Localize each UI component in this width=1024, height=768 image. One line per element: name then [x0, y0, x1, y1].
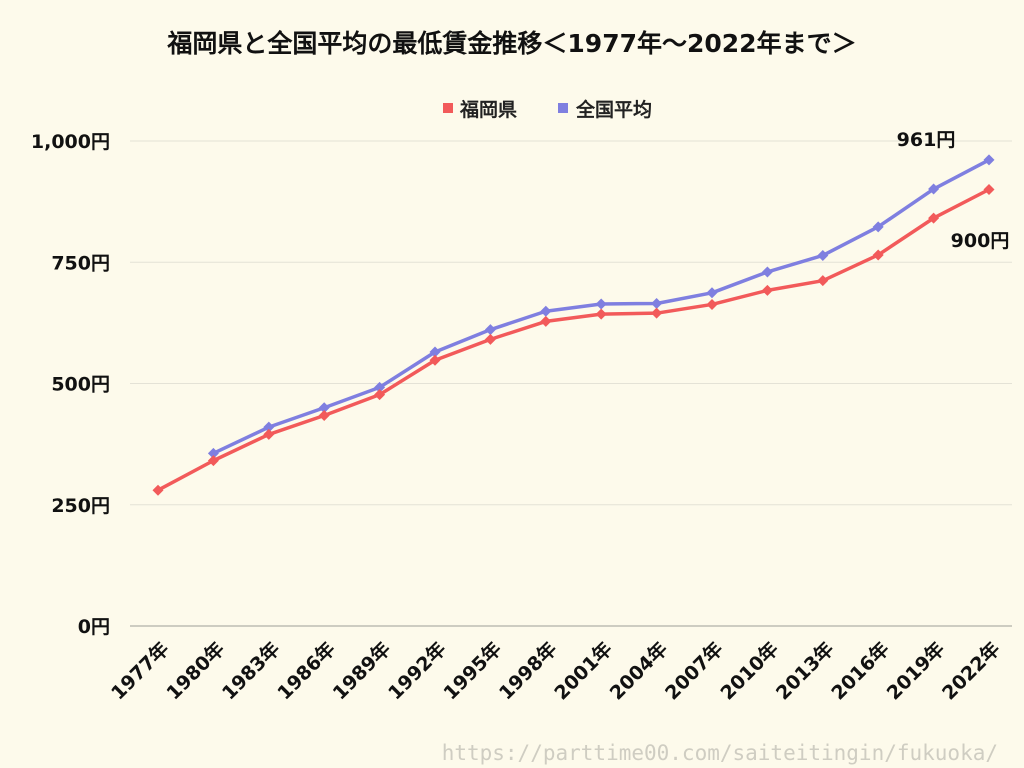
x-tick-label: 1980年	[162, 637, 229, 704]
x-tick-label: 1998年	[494, 637, 561, 704]
chart-title: 福岡県と全国平均の最低賃金推移＜1977年〜2022年まで＞	[166, 29, 856, 58]
data-point-national	[872, 221, 884, 233]
data-point-fukuoka	[817, 275, 829, 287]
data-point-fukuoka	[595, 308, 607, 320]
y-axis-ticks: 0円 250円 500円 750円 1,000円	[31, 131, 110, 638]
data-point-fukuoka	[706, 298, 718, 310]
series-line-fukuoka	[157, 187, 990, 492]
x-tick-label: 1983年	[217, 637, 284, 704]
data-point-national	[761, 266, 773, 278]
legend-label-national: 全国平均	[575, 98, 652, 121]
data-point-fukuoka	[651, 307, 663, 319]
legend-marker-national	[558, 103, 568, 113]
x-tick-label: 2019年	[882, 637, 949, 704]
data-point-fukuoka	[761, 284, 773, 296]
data-point-national	[651, 297, 663, 309]
x-tick-label: 1977年	[106, 637, 173, 704]
x-tick-label: 2013年	[771, 637, 838, 704]
y-tick-label: 0円	[78, 616, 110, 638]
data-point-fukuoka	[207, 455, 219, 467]
y-tick-label: 750円	[51, 252, 110, 274]
data-point-national	[318, 402, 330, 414]
data-point-fukuoka	[263, 428, 275, 440]
x-tick-label: 2004年	[605, 637, 672, 704]
data-label-national-2022: 961円	[897, 129, 956, 151]
data-point-national	[429, 346, 441, 358]
y-tick-label: 250円	[51, 495, 110, 517]
data-point-fukuoka	[152, 484, 164, 496]
footer-url: https://parttime00.com/saiteitingin/fuku…	[442, 741, 998, 765]
x-tick-label: 1989年	[328, 637, 395, 704]
x-tick-label: 2016年	[827, 637, 894, 704]
data-point-fukuoka	[374, 389, 386, 401]
data-point-national	[595, 298, 607, 310]
x-tick-label: 1986年	[273, 637, 340, 704]
data-point-fukuoka	[484, 333, 496, 345]
x-tick-label: 1992年	[383, 637, 450, 704]
x-tick-label: 2022年	[937, 637, 1004, 704]
data-point-fukuoka	[928, 212, 940, 224]
x-tick-label: 1995年	[439, 637, 506, 704]
data-point-fukuoka	[540, 315, 552, 327]
legend: 福岡県 全国平均	[443, 98, 652, 121]
data-point-national	[983, 154, 995, 166]
data-label-fukuoka-2022: 900円	[951, 230, 1010, 252]
data-point-national	[706, 287, 718, 299]
data-point-national	[207, 447, 219, 459]
data-point-national	[817, 249, 829, 261]
data-point-national	[540, 305, 552, 317]
y-tick-label: 1,000円	[31, 131, 110, 153]
gridlines	[130, 140, 1012, 506]
y-tick-label: 500円	[51, 374, 110, 396]
legend-marker-fukuoka	[443, 103, 453, 113]
data-point-fukuoka	[429, 354, 441, 366]
data-point-national	[263, 421, 275, 433]
x-axis-ticks: 1977年1980年1983年1986年1989年1992年1995年1998年…	[106, 637, 1004, 704]
x-tick-label: 2010年	[716, 637, 783, 704]
data-point-fukuoka	[983, 184, 995, 195]
data-point-fukuoka	[318, 410, 330, 422]
x-tick-label: 2001年	[550, 637, 617, 704]
data-point-national	[484, 324, 496, 336]
x-tick-label: 2007年	[660, 637, 727, 704]
data-point-fukuoka	[872, 249, 884, 261]
data-point-national	[928, 183, 940, 195]
legend-label-fukuoka: 福岡県	[459, 98, 517, 121]
series-group	[152, 154, 995, 496]
data-point-national	[374, 381, 386, 393]
